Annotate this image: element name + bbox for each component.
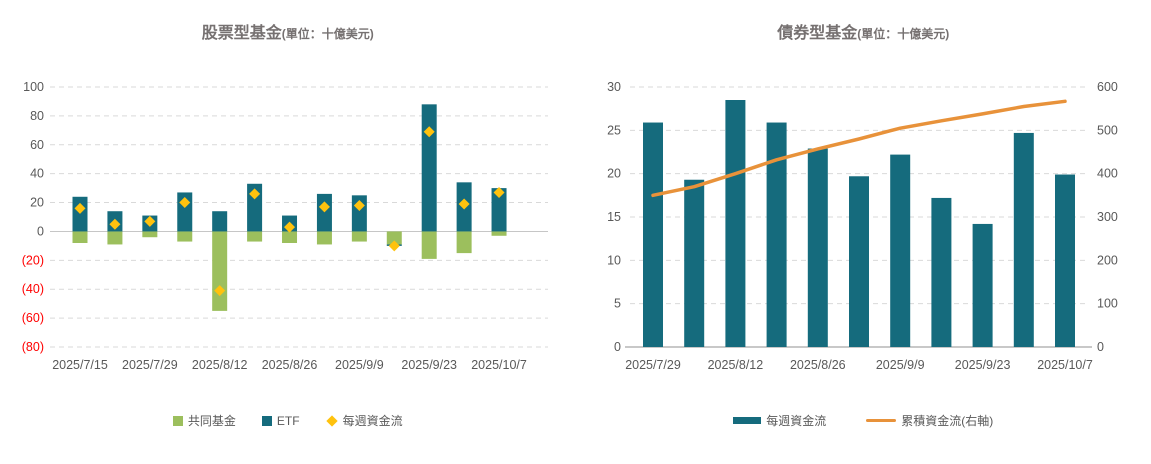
svg-text:80: 80 — [30, 109, 44, 123]
svg-text:2025/8/12: 2025/8/12 — [708, 358, 764, 372]
svg-text:200: 200 — [1097, 253, 1118, 267]
svg-text:0: 0 — [614, 340, 621, 354]
bond-title-text: 債券型基金 — [777, 25, 858, 42]
svg-text:2025/7/29: 2025/7/29 — [625, 358, 681, 372]
svg-text:30: 30 — [607, 80, 621, 94]
svg-text:100: 100 — [23, 80, 44, 94]
svg-text:2025/9/9: 2025/9/9 — [335, 358, 384, 372]
svg-text:300: 300 — [1097, 210, 1118, 224]
bond-legend: 每週資金流 累積資金流(右軸) — [733, 412, 993, 429]
equity-legend: 共同基金 ETF 每週資金流 — [172, 412, 403, 429]
svg-text:2025/8/12: 2025/8/12 — [192, 358, 248, 372]
legend-item-weekly-flow: 每週資金流 — [325, 412, 403, 429]
svg-text:500: 500 — [1097, 123, 1118, 137]
legend-label-bond-weekly-flow: 每週資金流 — [766, 414, 827, 428]
svg-text:2025/9/9: 2025/9/9 — [876, 358, 925, 372]
equity-fund-panel: 股票型基金(單位：十億美元) 100 80 60 40 20 0 (20) (40) (60) (… — [22, 22, 548, 429]
svg-text:2025/7/15: 2025/7/15 — [52, 358, 108, 372]
svg-text:400: 400 — [1097, 167, 1118, 181]
svg-text:15: 15 — [607, 210, 621, 224]
svg-text:2025/9/23: 2025/9/23 — [401, 358, 457, 372]
bond-chart-plot: 30 600 25 500 20 400 15 300 10 200 5 100 0 0 2025/7/29… — [607, 80, 1118, 372]
bond-fund-panel: 債券型基金(單位：十億美元) 30 600 25 500 20 400 15 300 10 200… — [576, 0, 1151, 464]
svg-text:40: 40 — [30, 167, 44, 181]
legend-label-weekly-flow: 每週資金流 — [342, 414, 403, 428]
legend-item-bond-weekly-flow: 每週資金流 — [733, 412, 826, 429]
svg-text:2025/10/7: 2025/10/7 — [1037, 358, 1093, 372]
legend-label-mutual-fund: 共同基金 — [187, 414, 236, 428]
svg-text:(20): (20) — [22, 253, 44, 267]
svg-text:2025/10/7: 2025/10/7 — [471, 358, 527, 372]
equity-chart-title: 股票型基金(單位：十億美元) — [202, 22, 374, 46]
svg-text:(60): (60) — [22, 311, 44, 325]
svg-text:600: 600 — [1097, 80, 1118, 94]
equity-title-unit: (單位：十億美元) — [281, 27, 374, 41]
equity-title-text: 股票型基金 — [201, 25, 282, 42]
svg-text:2025/8/26: 2025/8/26 — [790, 358, 846, 372]
svg-text:100: 100 — [1097, 297, 1118, 311]
svg-text:0: 0 — [1097, 340, 1104, 354]
svg-text:5: 5 — [614, 297, 621, 311]
svg-text:2025/9/23: 2025/9/23 — [955, 358, 1011, 372]
legend-item-mutual-fund: 共同基金 — [172, 412, 236, 429]
svg-text:20: 20 — [607, 167, 621, 181]
svg-text:(80): (80) — [22, 340, 44, 354]
svg-text:10: 10 — [607, 253, 621, 267]
svg-text:(40): (40) — [22, 282, 44, 296]
weekly-flow-diamond-icon — [325, 414, 338, 427]
svg-text:60: 60 — [30, 138, 44, 152]
legend-label-cumulative-flow: 累積資金流(右軸) — [901, 414, 994, 428]
etf-swatch-icon — [261, 415, 272, 426]
legend-label-etf: ETF — [276, 413, 300, 428]
mutual-fund-swatch-icon — [172, 415, 183, 426]
bond-chart-title: 債券型基金(單位：十億美元) — [777, 22, 949, 46]
legend-item-cumulative-flow: 累積資金流(右軸) — [866, 412, 993, 429]
legend-item-etf: ETF — [261, 413, 300, 428]
bond-weekly-flow-swatch-icon — [733, 417, 762, 424]
svg-text:20: 20 — [30, 196, 44, 210]
svg-text:25: 25 — [607, 123, 621, 137]
svg-text:2025/7/29: 2025/7/29 — [122, 358, 178, 372]
cumulative-flow-line-icon — [866, 419, 897, 422]
equity-chart-plot: 100 80 60 40 20 0 (20) (40) (60) (80) 2025/7/15 202… — [22, 80, 548, 372]
svg-text:0: 0 — [37, 224, 44, 238]
svg-text:2025/8/26: 2025/8/26 — [261, 358, 317, 372]
bond-title-unit: (單位：十億美元) — [857, 27, 950, 41]
